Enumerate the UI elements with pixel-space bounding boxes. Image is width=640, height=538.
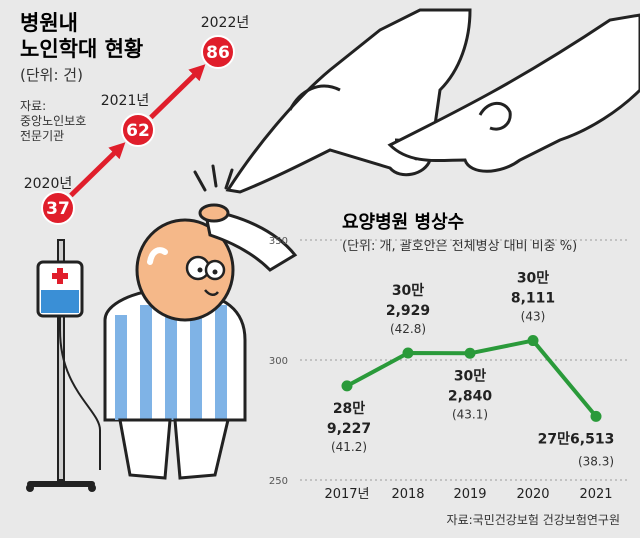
iv-stand-illustration [26,239,101,492]
patient-illustration [103,164,298,480]
right-chart-data-label-2-line2: 2,929 [386,303,430,319]
right-chart-y-tick-1: 250 [269,476,288,487]
right-chart-point-5 [590,410,602,422]
left-chart-title-line1: 병원내 [20,11,78,35]
right-chart-data-label-1-line2: 9,227 [327,421,371,437]
right-chart-point-3 [464,347,476,359]
left-chart-value-label-2: 62 [126,121,150,141]
right-chart-source: 자료:국민건강보험 건강보험연구원 [447,513,620,527]
left-chart-arrow-1 [69,142,126,198]
right-chart-share-label-5: (38.3) [578,454,614,468]
right-chart-point-1 [341,380,353,392]
right-chart-share-label-1: (41.2) [331,440,367,454]
left-chart-value-circle-3 [201,35,235,69]
left-chart-value-label-1: 37 [46,199,70,219]
right-chart-share-label-3: (43.1) [452,407,488,421]
left-chart-arrow-2 [149,64,206,120]
right-chart-plot: 28만 9,227 (41.2) 2017년 30만 2,929 (42.8) 2018 30만… [324,271,614,502]
right-chart-gridlines: 250 300 350 [269,236,630,487]
right-chart-title: 요양병원 병상수 [342,212,464,233]
right-chart-data-label-4-line2: 8,111 [511,291,555,307]
right-chart-share-label-2: (42.8) [390,322,426,336]
right-chart-y-tick-2: 300 [269,356,288,367]
left-chart-year-label-1: 2020년 [24,176,73,192]
right-chart-data-label-3-line1: 30만 [454,368,486,384]
right-chart-point-2 [402,347,414,359]
left-chart-source-line3: 전문기관 [20,129,64,143]
left-chart-year-label-2: 2021년 [101,93,150,109]
left-chart-source-line1: 자료: [20,99,46,113]
right-chart-unit: (단위: 개, 괄호안은 전체병상 대비 비중 %) [342,239,577,254]
right-chart-share-label-4: (43) [521,310,546,324]
left-chart-plot: 2020년 37 2021년 62 2022년 86 [24,15,250,225]
right-chart-data-label-2-line1: 30만 [392,283,424,299]
right-chart-data-label-4-line1: 30만 [517,271,549,287]
right-chart-y-tick-3: 350 [269,236,288,247]
pointing-hands-illustration [225,8,640,194]
left-chart-source-line2: 중앙노인보호 [20,114,86,128]
right-chart-data-label-3-line2: 2,840 [448,388,493,404]
right-chart-x-tick-5: 2021 [579,487,612,502]
right-chart-data-label-1-line1: 28만 [333,401,365,417]
right-chart: 요양병원 병상수 (단위: 개, 괄호안은 전체병상 대비 비중 %) 250 3… [269,212,630,527]
right-chart-data-label-5-line1: 27만6,513 [538,431,615,447]
right-chart-x-tick-4: 2020 [516,487,549,502]
left-chart-title-line2: 노인학대 현황 [20,37,143,61]
left-chart-unit: (단위: 건) [20,66,83,84]
illustration [26,8,640,492]
right-chart-x-tick-1: 2017년 [324,487,369,502]
left-chart-value-circle-1 [41,191,75,225]
right-chart-point-4 [527,335,539,347]
left-chart-value-label-3: 86 [206,43,230,63]
left-chart-year-label-3: 2022년 [201,15,250,31]
right-chart-x-tick-2: 2018 [391,487,424,502]
left-chart-value-circle-2 [121,113,155,147]
right-chart-x-tick-3: 2019 [453,487,486,502]
left-chart: 병원내 노인학대 현황 (단위: 건) 자료: 중앙노인보호 전문기관 2020… [20,11,250,225]
